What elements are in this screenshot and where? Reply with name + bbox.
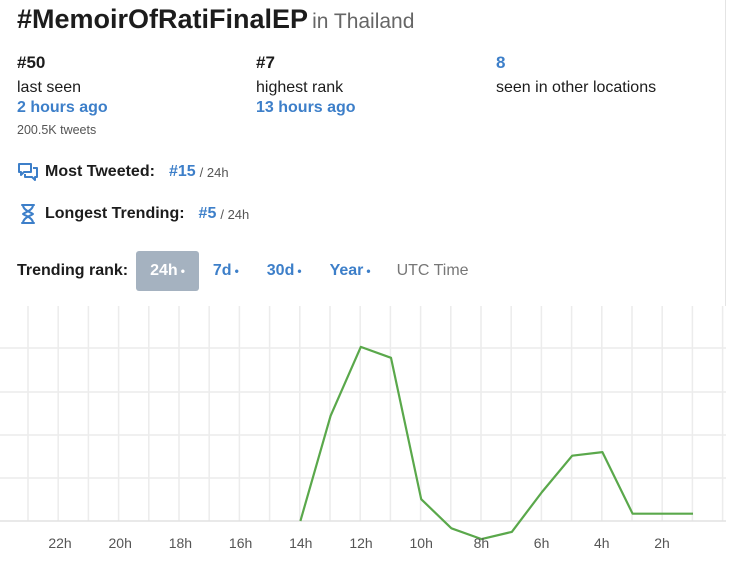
trending-rank-chart: 22h 20h 18h 16h 14h 12h 10h 8h 6h 4h 2h bbox=[0, 306, 726, 551]
title-row: #MemoirOfRatiFinalEP in Thailand bbox=[17, 4, 414, 35]
longest-trending-unit: / 24h bbox=[220, 206, 250, 222]
chart-x-tick-label: 20h bbox=[109, 535, 132, 551]
last-seen-label: last seen bbox=[17, 79, 82, 96]
hashtag-title[interactable]: #MemoirOfRatiFinalEP bbox=[17, 4, 309, 34]
trend-line bbox=[299, 345, 693, 541]
chart-x-tick-label: 14h bbox=[289, 535, 312, 551]
tab-30d-dot: • bbox=[297, 264, 302, 278]
hourglass-icon bbox=[21, 204, 35, 224]
tab-year[interactable]: Year • bbox=[316, 251, 385, 291]
trending-rank-tabs: Trending rank: 24h • 7d • 30d • Year • UTC T… bbox=[17, 251, 475, 291]
most-tweeted-label: Most Tweeted: bbox=[45, 163, 155, 180]
tab-year-dot: • bbox=[366, 264, 371, 278]
longest-trending-value[interactable]: #5 bbox=[198, 205, 217, 222]
longest-trending-row: Longest Trending: #5 / 24h bbox=[17, 203, 249, 225]
tab-7d-dot: • bbox=[234, 264, 239, 278]
chart-line-layer bbox=[299, 345, 693, 541]
chart-x-tick-label: 2h bbox=[654, 535, 670, 551]
last-seen-time[interactable]: 2 hours ago bbox=[17, 99, 108, 116]
chart-x-tick-label: 18h bbox=[169, 535, 192, 551]
chat-bubbles-icon bbox=[18, 163, 38, 181]
stat-highest-rank: #7 highest rank 13 hours ago bbox=[256, 53, 356, 117]
chart-x-tick-label: 6h bbox=[534, 535, 550, 551]
tab-7d-label: 7d bbox=[212, 262, 232, 279]
tab-24h[interactable]: 24h • bbox=[136, 251, 199, 291]
last-seen-rank: #50 bbox=[17, 53, 46, 72]
tab-30d-label: 30d bbox=[266, 262, 295, 279]
timezone-toggle[interactable]: UTC Time bbox=[396, 262, 469, 279]
chart-grid bbox=[0, 306, 726, 522]
tab-24h-label: 24h bbox=[150, 262, 178, 279]
chart-x-tick-label: 22h bbox=[48, 535, 71, 551]
other-locations-label: seen in other locations bbox=[496, 79, 657, 96]
tweet-count: 200.5K tweets bbox=[17, 123, 97, 137]
chart-x-tick-label: 8h bbox=[474, 535, 490, 551]
stat-other-locations: 8 seen in other locations bbox=[496, 53, 656, 97]
most-tweeted-unit: / 24h bbox=[199, 164, 229, 180]
tab-24h-dot: • bbox=[180, 264, 185, 278]
most-tweeted-row: Most Tweeted: #15 / 24h bbox=[17, 161, 229, 183]
highest-rank-value: #7 bbox=[256, 53, 275, 72]
location-label: in Thailand bbox=[312, 10, 415, 33]
most-tweeted-value[interactable]: #15 bbox=[168, 163, 196, 180]
tab-30d[interactable]: 30d • bbox=[253, 251, 316, 291]
stat-last-seen: #50 last seen 2 hours ago 200.5K tweets bbox=[17, 53, 108, 137]
longest-trending-label: Longest Trending: bbox=[45, 205, 185, 222]
highest-rank-time[interactable]: 13 hours ago bbox=[256, 99, 356, 116]
chart-x-tick-label: 10h bbox=[410, 535, 433, 551]
other-locations-count[interactable]: 8 bbox=[496, 53, 506, 72]
tab-year-label: Year bbox=[329, 262, 364, 279]
chart-x-axis: 22h 20h 18h 16h 14h 12h 10h 8h 6h 4h 2h bbox=[48, 535, 669, 551]
trending-rank-label: Trending rank: bbox=[17, 262, 129, 279]
chart-x-tick-label: 12h bbox=[349, 535, 372, 551]
chart-x-tick-label: 4h bbox=[594, 535, 610, 551]
highest-rank-label: highest rank bbox=[256, 79, 344, 96]
tab-7d[interactable]: 7d • bbox=[199, 251, 253, 291]
chart-x-tick-label: 16h bbox=[229, 535, 252, 551]
panel-edge bbox=[725, 0, 726, 306]
